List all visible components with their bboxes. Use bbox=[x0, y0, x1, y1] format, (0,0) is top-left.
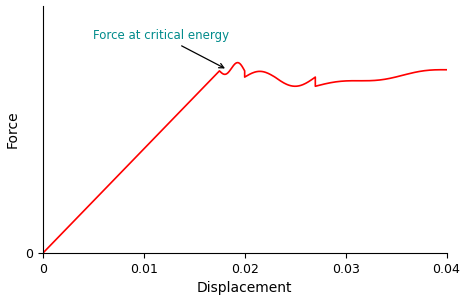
Y-axis label: Force: Force bbox=[6, 110, 20, 148]
X-axis label: Displacement: Displacement bbox=[197, 281, 293, 296]
Text: Force at critical energy: Force at critical energy bbox=[93, 29, 229, 68]
